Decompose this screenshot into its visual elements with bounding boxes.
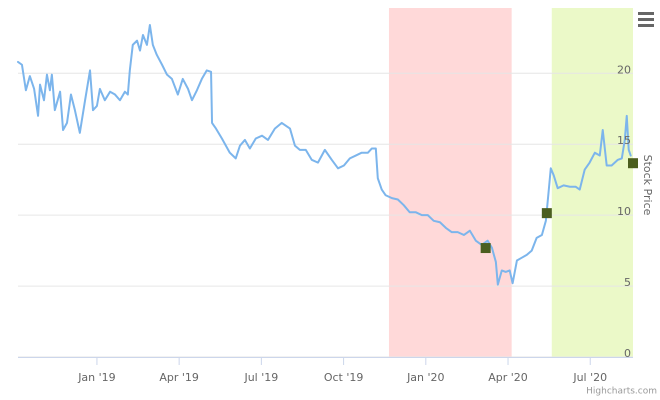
plot-band [551,8,633,357]
y-tick-label: 20 [617,63,631,76]
signal-marker [541,208,552,219]
menu-button[interactable] [638,12,654,27]
menu-bar [638,18,654,21]
plot-band [388,8,512,357]
x-tick-label: Apr '20 [488,371,528,384]
signal-marker [480,243,491,254]
y-tick-label: 10 [617,205,631,218]
x-tick-label: Oct '19 [324,371,364,384]
menu-bar [638,24,654,27]
x-tick-label: Apr '19 [159,371,199,384]
signal-marker [628,158,638,169]
y-tick-label: 0 [624,347,631,360]
x-tick-label: Jan '20 [406,371,444,384]
price-line [17,24,632,286]
x-tick-label: Jul '19 [243,371,278,384]
menu-bar [638,12,654,15]
bands [388,8,633,357]
y-axis-title: Stock Price [641,155,654,216]
x-tick-label: Jan '19 [77,371,115,384]
x-tick-label: Jul '20 [572,371,607,384]
y-tick-label: 15 [617,134,631,147]
y-tick-label: 5 [624,276,631,289]
grid [18,72,633,365]
plot [17,24,638,286]
credits[interactable]: Highcharts.com [586,387,657,397]
